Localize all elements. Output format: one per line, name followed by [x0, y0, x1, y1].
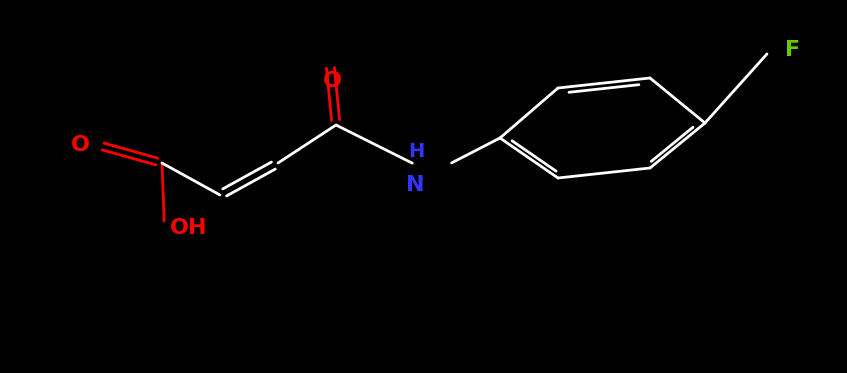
Text: O: O: [71, 135, 90, 155]
Text: H: H: [407, 142, 424, 161]
Text: OH: OH: [170, 218, 208, 238]
Text: O: O: [323, 71, 341, 91]
Text: F: F: [785, 40, 800, 60]
Text: N: N: [406, 175, 424, 195]
